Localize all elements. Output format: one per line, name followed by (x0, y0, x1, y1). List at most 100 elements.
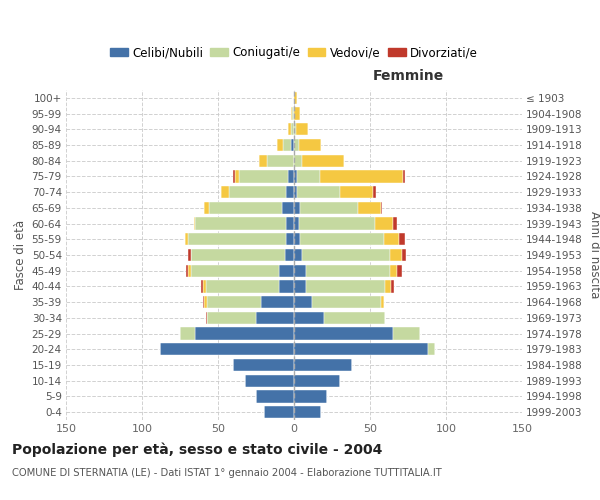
Bar (294, 280, 306, 292)
Bar (296, 123, 308, 136)
Bar (286, 186, 294, 198)
Bar (428, 343, 436, 355)
Bar (294, 154, 302, 167)
Bar (208, 312, 256, 324)
Bar (201, 280, 203, 292)
Bar (294, 139, 299, 151)
Bar (294, 218, 299, 230)
Bar (203, 296, 205, 308)
Bar (302, 249, 390, 261)
Bar (203, 280, 206, 292)
Bar (160, 343, 294, 355)
Bar (188, 233, 286, 245)
Bar (380, 296, 383, 308)
Y-axis label: Anni di nascita: Anni di nascita (589, 212, 600, 298)
Bar (282, 202, 294, 214)
Bar (306, 280, 385, 292)
Bar (256, 390, 294, 402)
Bar (260, 296, 294, 308)
Bar (245, 374, 294, 387)
Bar (233, 359, 294, 371)
Bar (205, 296, 208, 308)
Bar (186, 264, 188, 277)
Bar (294, 264, 306, 277)
Bar (208, 296, 260, 308)
Bar (294, 186, 297, 198)
Bar (374, 218, 393, 230)
Bar (391, 280, 394, 292)
Bar (263, 406, 294, 418)
Text: COMUNE DI STERNATIA (LE) - Dati ISTAT 1° gennaio 2004 - Elaborazione TUTTITALIA.: COMUNE DI STERNATIA (LE) - Dati ISTAT 1°… (12, 468, 442, 477)
Bar (233, 170, 235, 182)
Bar (279, 264, 294, 277)
Bar (393, 218, 397, 230)
Bar (291, 139, 294, 151)
Bar (256, 312, 294, 324)
Bar (299, 139, 322, 151)
Bar (206, 312, 208, 324)
Bar (393, 328, 420, 340)
Bar (277, 139, 283, 151)
Bar (188, 249, 191, 261)
Bar (340, 186, 373, 198)
Bar (206, 280, 279, 292)
Bar (291, 108, 292, 120)
Bar (229, 186, 286, 198)
Bar (180, 328, 195, 340)
Bar (195, 328, 294, 340)
Bar (294, 328, 393, 340)
Bar (286, 233, 294, 245)
Bar (312, 296, 380, 308)
Bar (373, 186, 376, 198)
Bar (297, 186, 340, 198)
Bar (294, 249, 302, 261)
Bar (302, 154, 344, 167)
Bar (283, 139, 291, 151)
Bar (358, 202, 380, 214)
Bar (299, 218, 374, 230)
Bar (205, 202, 209, 214)
Bar (403, 170, 405, 182)
Text: Popolazione per età, sesso e stato civile - 2004: Popolazione per età, sesso e stato civil… (12, 442, 382, 457)
Bar (294, 92, 297, 104)
Bar (188, 264, 191, 277)
Bar (291, 123, 294, 136)
Bar (320, 170, 403, 182)
Bar (294, 406, 322, 418)
Bar (235, 170, 239, 182)
Bar (380, 202, 382, 214)
Bar (325, 312, 385, 324)
Bar (266, 154, 294, 167)
Bar (297, 170, 320, 182)
Bar (294, 296, 312, 308)
Bar (294, 123, 296, 136)
Bar (294, 312, 325, 324)
Bar (402, 249, 406, 261)
Bar (288, 170, 294, 182)
Bar (294, 202, 300, 214)
Bar (385, 280, 391, 292)
Bar (185, 233, 188, 245)
Bar (288, 123, 291, 136)
Bar (191, 264, 279, 277)
Bar (286, 218, 294, 230)
Bar (294, 233, 300, 245)
Bar (294, 343, 428, 355)
Bar (294, 108, 300, 120)
Bar (397, 264, 402, 277)
Bar (306, 264, 390, 277)
Bar (221, 186, 229, 198)
Bar (209, 202, 282, 214)
Legend: Celibi/Nubili, Coniugati/e, Vedovi/e, Divorziati/e: Celibi/Nubili, Coniugati/e, Vedovi/e, Di… (110, 46, 478, 60)
Bar (294, 374, 340, 387)
Y-axis label: Fasce di età: Fasce di età (14, 220, 28, 290)
Bar (390, 249, 402, 261)
Bar (194, 218, 195, 230)
Bar (300, 202, 358, 214)
Bar (195, 218, 286, 230)
Text: Femmine: Femmine (373, 70, 443, 84)
Bar (300, 233, 383, 245)
Bar (259, 154, 266, 167)
Bar (292, 108, 294, 120)
Bar (294, 170, 297, 182)
